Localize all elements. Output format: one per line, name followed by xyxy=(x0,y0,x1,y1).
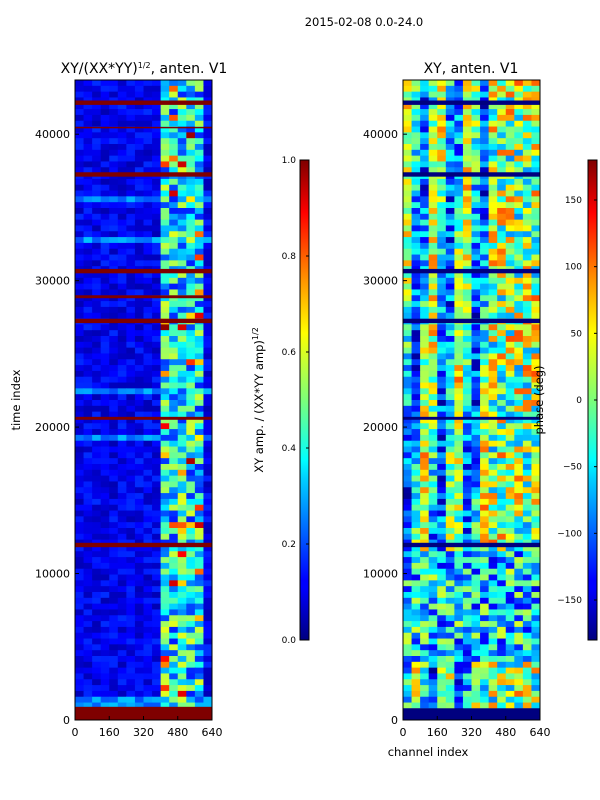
amplitude-title-sup: 1/2 xyxy=(138,61,151,70)
right-colorbar-tick-label: 150 xyxy=(565,196,582,206)
left-flagged-band xyxy=(75,100,212,105)
amplitude-colorbar-ticks: 0.0 0.2 0.4 0.6 0.8 1.0 xyxy=(282,156,309,646)
amplitude-title-main: XY/(XX*YY) xyxy=(61,61,138,77)
amplitude-colorbar-label: XY amp. / (XX*YY amp)1/2 xyxy=(251,327,266,473)
amplitude-colorbar: 0.0 0.2 0.4 0.6 0.8 1.0 XY amp. / (XX*YY amp)… xyxy=(251,156,310,646)
right-flagged-band xyxy=(403,542,540,548)
phase-heatmap xyxy=(403,80,540,720)
phase-colorbar-ticks: 150 100 50 0 −50 −100 −150 xyxy=(557,196,597,606)
right-y-tick-label: 30000 xyxy=(363,275,398,288)
left-flagged-band xyxy=(75,416,212,420)
right-x-tick-label: 0 xyxy=(400,726,407,739)
right-y-tick-label: 10000 xyxy=(363,568,398,581)
right-x-tick-label: 640 xyxy=(530,726,551,739)
left-x-tick-label: 320 xyxy=(133,726,154,739)
phase-panel-title: XY, anten. V1 xyxy=(424,61,519,77)
right-colorbar-tick-label: −100 xyxy=(557,529,582,539)
amplitude-colorbar-bar xyxy=(299,159,310,641)
right-colorbar-tick-label: 0 xyxy=(576,396,582,406)
amplitude-x-axis: 0 160 320 480 640 xyxy=(72,716,223,739)
phase-panel: XY, anten. V1 0 160 320 480 640 0 10000 20000 3… xyxy=(363,61,551,759)
left-flagged-band xyxy=(75,318,212,324)
right-colorbar-tick-label: −150 xyxy=(557,596,582,606)
phase-colorbar-label: phase (deg) xyxy=(532,365,546,434)
date-range-header: 2015-02-08 0.0-24.0 xyxy=(305,15,424,29)
left-x-tick-label: 640 xyxy=(202,726,223,739)
right-flagged-band xyxy=(403,268,540,274)
right-colorbar-tick-label: 100 xyxy=(565,263,582,273)
right-y-tick-label: 20000 xyxy=(363,421,398,434)
left-x-tick-label: 0 xyxy=(72,726,79,739)
right-y-tick-label: 40000 xyxy=(363,128,398,141)
amplitude-panel: XY/(XX*YY)1/2, anten. V1 0 160 320 480 640 0… xyxy=(9,61,227,739)
right-y-tick-label: 0 xyxy=(391,714,398,727)
left-colorbar-tick-label: 0.0 xyxy=(282,636,297,646)
right-flagged-band xyxy=(403,416,540,420)
right-x-tick-label: 160 xyxy=(427,726,448,739)
left-flagged-band xyxy=(75,542,212,548)
phase-y-axis: 0 10000 20000 30000 40000 xyxy=(363,128,407,727)
left-y-tick-label: 10000 xyxy=(35,568,70,581)
left-flagged-band xyxy=(75,268,212,274)
left-colorbar-tick-label: 0.6 xyxy=(282,348,297,358)
left-flagged-band xyxy=(75,295,212,299)
amplitude-colorbar-label-sup: 1/2 xyxy=(251,327,260,340)
right-x-tick-label: 480 xyxy=(495,726,516,739)
left-flagged-band xyxy=(75,126,212,129)
right-x-tick-label: 320 xyxy=(461,726,482,739)
left-colorbar-tick-label: 0.8 xyxy=(282,252,297,262)
phase-x-axis: 0 160 320 480 640 xyxy=(400,716,551,739)
left-flagged-band xyxy=(75,172,212,177)
right-colorbar-tick-label: 50 xyxy=(571,329,583,339)
phase-colorbar: 150 100 50 0 −50 −100 −150 phase (deg) xyxy=(532,159,598,641)
left-colorbar-tick-label: 1.0 xyxy=(282,156,297,166)
left-y-tick-label: 40000 xyxy=(35,128,70,141)
left-y-tick-label: 30000 xyxy=(35,275,70,288)
amplitude-heatmap xyxy=(75,80,212,720)
left-x-tick-label: 160 xyxy=(99,726,120,739)
right-flagged-band xyxy=(403,172,540,177)
amplitude-y-axis-label: time index xyxy=(9,369,23,430)
left-x-tick-label: 480 xyxy=(167,726,188,739)
amplitude-title-rest: , anten. V1 xyxy=(151,61,228,77)
right-flagged-band xyxy=(403,318,540,324)
left-colorbar-tick-label: 0.2 xyxy=(282,540,296,550)
left-y-tick-label: 0 xyxy=(63,714,70,727)
amplitude-y-axis: 0 10000 20000 30000 40000 xyxy=(35,128,79,727)
phase-x-axis-label: channel index xyxy=(388,745,469,759)
amplitude-colorbar-label-main: XY amp. / (XX*YY amp) xyxy=(252,340,266,473)
left-colorbar-tick-label: 0.4 xyxy=(282,444,297,454)
right-flagged-band xyxy=(403,100,540,105)
amplitude-panel-title: XY/(XX*YY)1/2, anten. V1 xyxy=(61,61,228,77)
right-colorbar-tick-label: −50 xyxy=(563,463,582,473)
right-flagged-band xyxy=(403,708,540,720)
left-y-tick-label: 20000 xyxy=(35,421,70,434)
